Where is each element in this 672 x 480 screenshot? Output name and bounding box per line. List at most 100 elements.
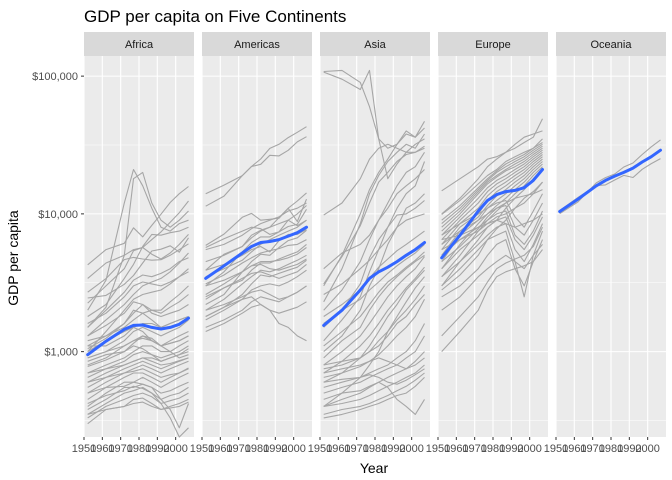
y-tick-label--1-000: $1,000	[44, 347, 78, 359]
country-line-europe-25	[441, 226, 543, 337]
country-line-africa-8	[87, 252, 189, 337]
country-line-africa-38	[87, 335, 189, 359]
trend-line-americas	[204, 225, 308, 280]
country-line-americas-5	[205, 219, 307, 248]
x-tick-label-americas-1960: 1960	[208, 443, 232, 455]
y-tick-label--10-000: $10,000	[38, 209, 78, 221]
country-line-americas-1	[205, 126, 307, 195]
country-line-europe-13	[441, 161, 543, 262]
country-line-africa-4	[87, 200, 189, 279]
strip-africa	[84, 32, 194, 56]
x-tick-label-asia-1980: 1980	[363, 443, 387, 455]
x-tick-label-oceania-1980: 1980	[599, 443, 623, 455]
country-line-americas-11	[205, 247, 307, 295]
country-line-americas-9	[205, 243, 307, 300]
x-tick-label-oceania-1990: 1990	[617, 443, 641, 455]
country-line-asia-25	[323, 372, 425, 415]
country-line-africa-39	[87, 357, 189, 374]
strip-label-europe: Europe	[475, 39, 510, 51]
country-line-asia-28	[323, 251, 425, 347]
facet-panels: Africa195019601970198019902000Americas19…	[72, 32, 666, 455]
country-line-americas-18	[205, 285, 307, 328]
country-line-africa-37	[87, 271, 189, 324]
country-line-asia-4	[323, 127, 425, 287]
x-tick-label-oceania-2000: 2000	[635, 443, 659, 455]
country-line-europe-23	[441, 239, 544, 298]
country-line-africa-13	[87, 319, 189, 359]
country-line-asia-14	[323, 243, 425, 324]
country-line-africa-5	[87, 234, 189, 304]
country-line-asia-32	[323, 294, 425, 366]
country-line-africa-21	[87, 372, 189, 407]
country-line-europe-3	[441, 138, 543, 215]
country-line-europe-18	[441, 202, 543, 245]
x-tick-label-europe-2000: 2000	[517, 443, 541, 455]
country-line-africa-27	[87, 385, 189, 438]
country-line-africa-19	[87, 360, 189, 394]
country-line-africa-20	[87, 368, 189, 400]
country-line-asia-20	[323, 299, 425, 378]
country-line-asia-2	[323, 69, 425, 180]
country-line-africa-31	[87, 345, 189, 368]
x-tick-label-asia-1950: 1950	[308, 443, 332, 455]
country-line-europe-9	[441, 151, 543, 240]
x-tick-label-africa-1960: 1960	[90, 443, 114, 455]
x-tick-label-africa-1970: 1970	[108, 443, 132, 455]
strip-americas	[202, 32, 312, 56]
country-line-africa-11	[87, 294, 189, 347]
country-line-asia-12	[323, 213, 425, 295]
country-line-americas-12	[205, 254, 307, 311]
country-line-africa-35	[87, 171, 189, 328]
country-line-africa-32	[87, 367, 189, 383]
x-tick-label-americas-1990: 1990	[263, 443, 287, 455]
country-line-africa-6	[87, 257, 189, 328]
country-line-europe-11	[441, 156, 543, 250]
country-line-americas-14	[205, 269, 307, 321]
country-line-asia-17	[323, 269, 425, 383]
x-tick-label-asia-1970: 1970	[344, 443, 368, 455]
country-line-africa-9	[87, 268, 189, 352]
x-tick-label-oceania-1960: 1960	[562, 443, 586, 455]
x-tick-label-americas-1950: 1950	[190, 443, 214, 455]
country-line-africa-26	[87, 381, 190, 429]
country-line-americas-2	[205, 136, 307, 207]
country-line-asia-6	[323, 145, 425, 285]
x-axis-title: Year	[360, 460, 389, 476]
x-tick-label-africa-1990: 1990	[145, 443, 169, 455]
country-line-asia-22	[323, 335, 425, 394]
x-tick-label-oceania-1950: 1950	[544, 443, 568, 455]
country-line-europe-5	[441, 143, 543, 225]
country-line-americas-7	[205, 209, 307, 287]
country-line-africa-2	[87, 186, 189, 266]
country-line-europe-28	[441, 181, 543, 251]
x-tick-label-europe-1950: 1950	[426, 443, 450, 455]
country-line-asia-16	[323, 266, 425, 374]
country-line-europe-19	[441, 210, 544, 256]
country-line-asia-10	[323, 169, 425, 270]
x-tick-label-africa-1950: 1950	[72, 443, 96, 455]
x-tick-label-americas-1970: 1970	[226, 443, 250, 455]
x-tick-label-americas-1980: 1980	[245, 443, 269, 455]
strip-oceania	[556, 32, 666, 56]
country-line-americas-22	[205, 205, 307, 263]
country-line-asia-19	[323, 285, 425, 370]
x-tick-label-americas-2000: 2000	[281, 443, 305, 455]
country-line-americas-10	[205, 239, 307, 285]
country-line-americas-3	[205, 198, 308, 246]
x-tick-label-europe-1980: 1980	[481, 443, 505, 455]
country-line-africa-15	[87, 340, 189, 374]
country-line-europe-6	[441, 145, 543, 228]
strip-asia	[320, 32, 430, 56]
strip-europe	[438, 32, 548, 56]
strip-label-oceania: Oceania	[591, 39, 633, 51]
country-line-asia-27	[323, 254, 425, 359]
country-line-asia-1	[323, 69, 425, 149]
country-line-africa-18	[87, 357, 189, 388]
country-line-europe-30	[441, 181, 543, 291]
country-line-europe-10	[441, 154, 543, 245]
country-line-africa-29	[87, 309, 189, 350]
